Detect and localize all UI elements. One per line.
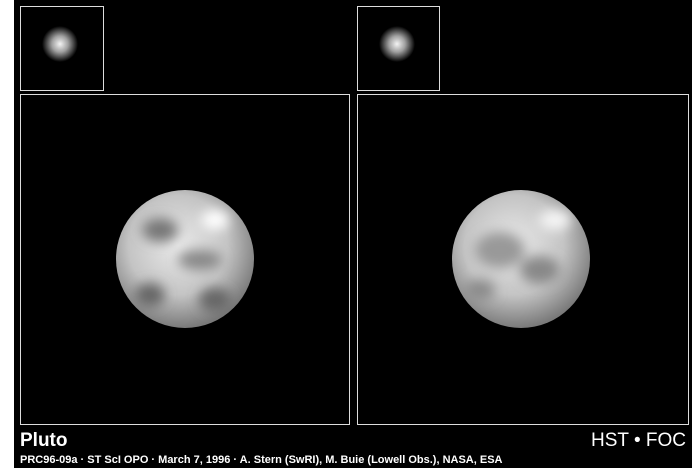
pluto-view (452, 190, 590, 328)
photo: Pluto HST • FOC PRC96-09a · ST ScI OPO ·… (0, 0, 698, 472)
background (14, 0, 692, 468)
instrument: HST • FOC (591, 430, 686, 451)
title: Pluto (20, 430, 68, 451)
thumbnail-image (379, 26, 415, 62)
thumbnail-image (42, 26, 78, 62)
pluto-view (116, 190, 254, 328)
credit: PRC96-09a · ST ScI OPO · March 7, 1996 ·… (20, 454, 503, 466)
